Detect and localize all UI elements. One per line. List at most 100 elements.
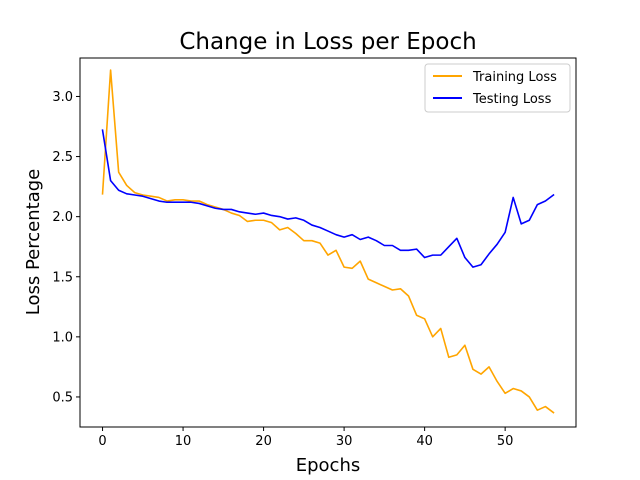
data-point: [182, 199, 184, 201]
x-tick-label: 10: [175, 434, 192, 449]
data-point: [238, 211, 240, 213]
data-point: [488, 366, 490, 368]
data-point: [303, 219, 305, 221]
series-line-training-loss: [101, 69, 555, 414]
data-point: [101, 193, 103, 195]
data-point: [295, 232, 297, 234]
data-point: [351, 233, 353, 235]
data-point: [528, 219, 530, 221]
data-point: [270, 214, 272, 216]
data-point: [407, 249, 409, 251]
data-point: [262, 219, 264, 221]
data-point: [327, 230, 329, 232]
data-point: [520, 223, 522, 225]
data-point: [238, 214, 240, 216]
data-point: [254, 213, 256, 215]
x-tick-label: 40: [416, 434, 433, 449]
data-point: [367, 278, 369, 280]
y-axis-label: Loss Percentage: [23, 169, 44, 315]
series-layer: [101, 69, 555, 414]
data-point: [343, 236, 345, 238]
data-point: [206, 205, 208, 207]
y-axis-ticks: 0.5 1.0 1.5 2.0 2.5 3.0: [52, 90, 80, 405]
data-point: [101, 129, 103, 131]
data-point: [512, 196, 514, 198]
plot-frame: [79, 57, 577, 428]
data-point: [488, 253, 490, 255]
data-point: [472, 368, 474, 370]
data-point: [134, 194, 136, 196]
data-point: [262, 212, 264, 214]
data-point: [512, 387, 514, 389]
data-point: [552, 194, 554, 196]
data-point: [117, 171, 119, 173]
data-point: [504, 392, 506, 394]
legend-label-testing: Testing Loss: [472, 92, 552, 107]
data-point: [319, 226, 321, 228]
data-point: [278, 215, 280, 217]
data-point: [319, 242, 321, 244]
data-point: [528, 396, 530, 398]
data-point: [198, 200, 200, 202]
data-point: [117, 189, 119, 191]
data-point: [359, 238, 361, 240]
data-point: [327, 254, 329, 256]
data-point: [456, 237, 458, 239]
data-point: [367, 236, 369, 238]
x-tick-label: 50: [497, 434, 514, 449]
data-point: [383, 285, 385, 287]
data-point: [142, 195, 144, 197]
data-point: [480, 264, 482, 266]
data-point: [343, 266, 345, 268]
data-point: [431, 336, 433, 338]
data-point: [182, 201, 184, 203]
series-line-testing-loss: [101, 129, 555, 268]
data-point: [126, 184, 128, 186]
data-point: [440, 327, 442, 329]
legend-label-training: Training Loss: [472, 70, 557, 85]
data-point: [278, 229, 280, 231]
x-axis-ticks: 0 10 20 30 40 50: [98, 427, 513, 449]
data-point: [126, 193, 128, 195]
data-point: [303, 240, 305, 242]
data-point: [431, 254, 433, 256]
x-axis-label: Epochs: [296, 455, 361, 476]
y-tick-label: 2.5: [52, 150, 73, 165]
legend: Training Loss Testing Loss: [424, 63, 571, 113]
x-tick-label: 20: [255, 434, 272, 449]
data-point: [174, 201, 176, 203]
data-point: [391, 244, 393, 246]
data-point: [311, 224, 313, 226]
data-point: [383, 244, 385, 246]
data-point: [287, 226, 289, 228]
data-point: [552, 411, 554, 413]
data-point: [222, 208, 224, 210]
x-tick-label: 30: [336, 434, 353, 449]
data-point: [407, 295, 409, 297]
data-point: [536, 203, 538, 205]
data-point: [472, 266, 474, 268]
data-point: [423, 256, 425, 258]
data-point: [440, 254, 442, 256]
data-point: [150, 197, 152, 199]
data-point: [230, 208, 232, 210]
data-point: [109, 179, 111, 181]
data-point: [246, 212, 248, 214]
data-point: [198, 202, 200, 204]
data-point: [109, 69, 111, 71]
data-point: [375, 282, 377, 284]
data-point: [158, 196, 160, 198]
data-point: [134, 191, 136, 193]
data-point: [190, 201, 192, 203]
data-point: [391, 289, 393, 291]
data-point: [496, 380, 498, 382]
data-point: [520, 390, 522, 392]
data-point: [246, 220, 248, 222]
data-point: [375, 240, 377, 242]
data-point: [399, 288, 401, 290]
data-point: [480, 373, 482, 375]
data-point: [448, 246, 450, 248]
data-point: [351, 267, 353, 269]
data-point: [359, 260, 361, 262]
data-point: [270, 221, 272, 223]
